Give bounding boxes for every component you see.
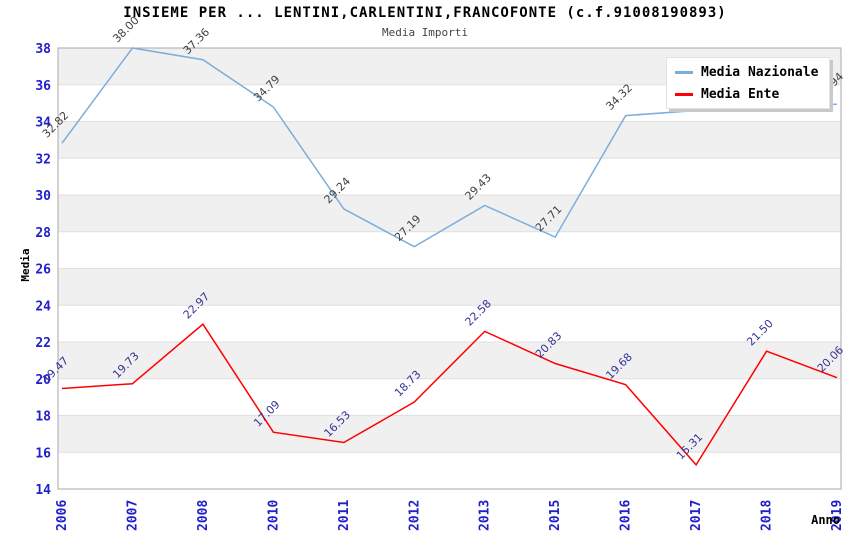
svg-text:2010: 2010	[266, 500, 281, 531]
svg-text:2007: 2007	[125, 500, 140, 531]
line-swatch-ente-icon	[675, 93, 693, 96]
svg-text:2012: 2012	[407, 500, 422, 531]
svg-text:2016: 2016	[619, 500, 634, 531]
svg-text:30: 30	[35, 189, 51, 204]
svg-text:2019: 2019	[830, 500, 845, 531]
svg-text:16: 16	[35, 446, 51, 461]
svg-text:2015: 2015	[548, 500, 563, 531]
legend-label-nazionale: Media Nazionale	[701, 65, 819, 80]
svg-text:26: 26	[35, 263, 51, 278]
svg-text:34.32: 34.32	[603, 81, 634, 112]
svg-text:34: 34	[35, 116, 51, 131]
svg-text:24: 24	[35, 299, 51, 314]
svg-text:36: 36	[35, 79, 51, 94]
chart-subtitle: Media Importi	[381, 26, 469, 39]
svg-text:2011: 2011	[337, 500, 352, 531]
svg-text:38.00: 38.00	[110, 14, 141, 45]
svg-text:2018: 2018	[760, 500, 775, 531]
svg-text:32: 32	[35, 152, 51, 167]
legend-item-media-nazionale: Media Nazionale	[675, 65, 821, 80]
svg-text:38: 38	[35, 42, 51, 57]
svg-text:2008: 2008	[196, 500, 211, 531]
svg-text:18: 18	[35, 410, 51, 425]
svg-text:2013: 2013	[478, 500, 493, 531]
legend: Media Nazionale Media Ente	[666, 57, 830, 109]
line-swatch-nazionale-icon	[675, 71, 693, 74]
svg-text:2006: 2006	[55, 500, 70, 531]
svg-text:20: 20	[35, 373, 51, 388]
legend-item-media-ente: Media Ente	[675, 87, 821, 102]
svg-text:22: 22	[35, 336, 51, 351]
x-axis-title: Anno	[811, 513, 840, 527]
svg-text:14: 14	[35, 483, 51, 498]
y-axis-title: Media	[19, 248, 32, 282]
svg-text:2017: 2017	[689, 500, 704, 531]
legend-label-ente: Media Ente	[701, 87, 780, 102]
chart-title: INSIEME PER ... LENTINI,CARLENTINI,FRANC…	[123, 5, 727, 21]
svg-text:28: 28	[35, 226, 51, 241]
